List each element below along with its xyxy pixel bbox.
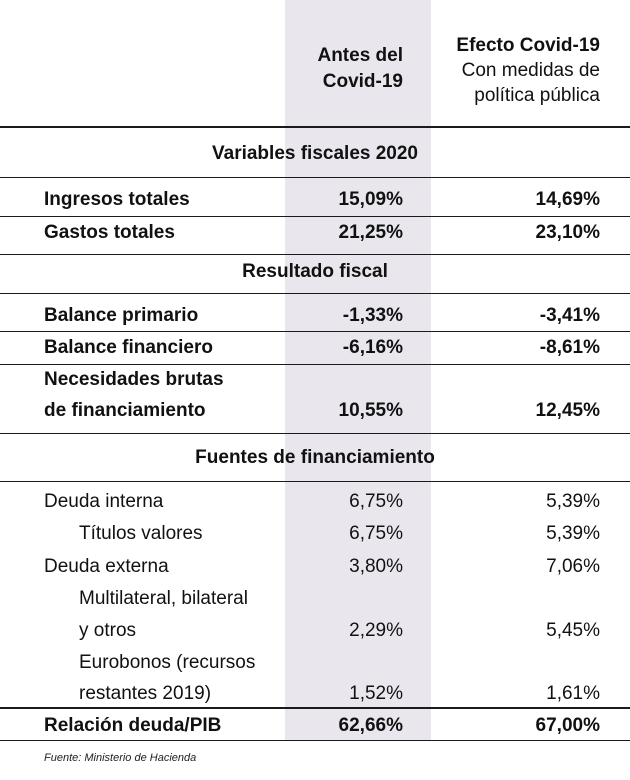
divider — [0, 433, 630, 434]
row-label-eurobonos-line2: restantes 2019) — [79, 683, 212, 704]
value-ingresos-after: 14,69% — [535, 189, 600, 210]
value-balance-financiero-before: -6,16% — [342, 337, 403, 358]
row-label-gastos: Gastos totales — [44, 222, 175, 243]
divider — [0, 216, 630, 217]
row-label-titulos-valores: Títulos valores — [79, 523, 203, 544]
divider — [0, 293, 630, 294]
value-necesidades-before: 10,55% — [338, 400, 403, 421]
section-resultado-fiscal: Resultado fiscal — [242, 261, 388, 282]
value-deuda-interna-after: 5,39% — [546, 491, 600, 512]
row-label-balance-primario: Balance primario — [44, 305, 199, 326]
value-titulos-after: 5,39% — [546, 523, 600, 544]
header-divider — [0, 126, 630, 128]
row-label-balance-financiero: Balance financiero — [44, 337, 213, 358]
col2-header-title: Efecto Covid-19 — [456, 35, 600, 56]
divider — [0, 331, 630, 332]
divider — [0, 364, 630, 365]
row-label-ingresos: Ingresos totales — [44, 189, 190, 210]
row-label-deuda-interna: Deuda interna — [44, 491, 164, 512]
row-label-necesidades-line2: de financiamiento — [44, 400, 206, 421]
value-balance-primario-before: -1,33% — [342, 305, 403, 326]
value-multilateral-after: 5,45% — [546, 620, 600, 641]
col2-header-sub-line1: Con medidas de — [461, 60, 600, 81]
value-titulos-before: 6,75% — [349, 523, 403, 544]
row-label-multilateral-line1: Multilateral, bilateral — [79, 588, 248, 609]
value-deuda-interna-before: 6,75% — [349, 491, 403, 512]
source-note: Fuente: Ministerio de Hacienda — [44, 752, 197, 764]
row-label-necesidades-line1: Necesidades brutas — [44, 369, 224, 390]
row-label-multilateral-line2: y otros — [79, 620, 137, 641]
divider — [0, 177, 630, 178]
value-ingresos-before: 15,09% — [338, 189, 403, 210]
value-deuda-externa-after: 7,06% — [546, 556, 600, 577]
before-covid-column-shading — [285, 0, 431, 740]
value-balance-financiero-after: -8,61% — [539, 337, 600, 358]
section-fuentes-financiamiento: Fuentes de financiamiento — [195, 447, 435, 468]
value-relacion-after: 67,00% — [535, 715, 600, 736]
value-eurobonos-after: 1,61% — [546, 683, 600, 704]
divider — [0, 254, 630, 255]
value-multilateral-before: 2,29% — [349, 620, 403, 641]
row-label-relacion-deuda-pib: Relación deuda/PIB — [44, 715, 222, 736]
col2-header-sub-line2: política pública — [474, 85, 600, 106]
divider — [0, 481, 630, 482]
value-gastos-before: 21,25% — [338, 222, 403, 243]
row-label-eurobonos-line1: Eurobonos (recursos — [79, 652, 256, 673]
row-label-deuda-externa: Deuda externa — [44, 556, 169, 577]
value-necesidades-after: 12,45% — [535, 400, 600, 421]
col1-header-line1: Antes del — [317, 45, 403, 66]
divider — [0, 707, 630, 709]
value-eurobonos-before: 1,52% — [349, 683, 403, 704]
value-gastos-after: 23,10% — [535, 222, 600, 243]
bottom-border — [0, 740, 630, 741]
value-deuda-externa-before: 3,80% — [349, 556, 403, 577]
col1-header-line2: Covid-19 — [322, 71, 403, 92]
section-variables-fiscales: Variables fiscales 2020 — [212, 143, 418, 164]
value-relacion-before: 62,66% — [338, 715, 403, 736]
value-balance-primario-after: -3,41% — [539, 305, 600, 326]
